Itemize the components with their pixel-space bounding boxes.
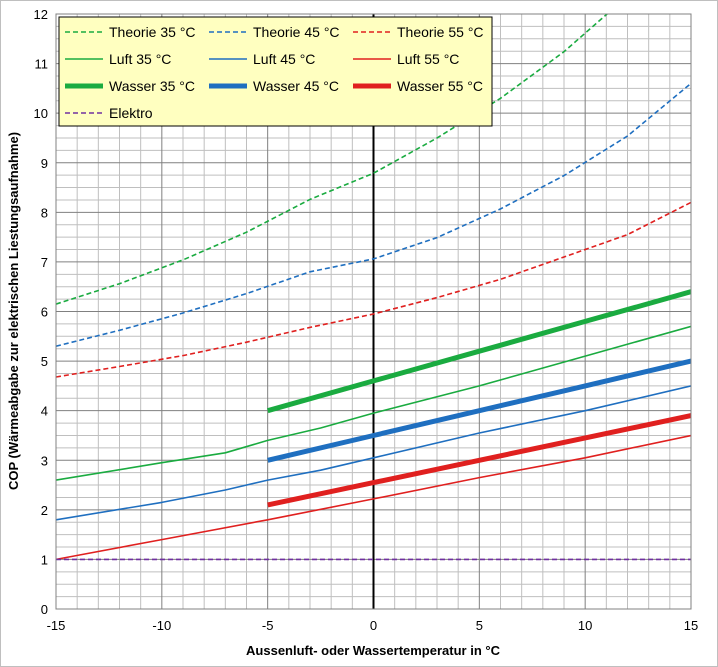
series-line-wasser-35-c: [267, 289, 691, 414]
y-tick-label: 12: [34, 7, 48, 22]
series-line-luft-35-c: [56, 325, 691, 481]
x-tick-labels: -15 -10 -5 0 5 10 15: [47, 618, 699, 633]
legend-label-luft-45-c: Luft 45 °C: [253, 51, 315, 67]
y-tick-label: 10: [34, 106, 48, 121]
legend-label-theorie-45-c: Theorie 45 °C: [253, 24, 340, 40]
series-line-theorie-45-c: [56, 82, 691, 347]
y-tick-label: 5: [41, 354, 48, 369]
legend-label-luft-35-c: Luft 35 °C: [109, 51, 171, 67]
x-tick-label: -5: [262, 618, 274, 633]
series-line-theorie-55-c: [56, 201, 691, 378]
y-tick-label: 3: [41, 453, 48, 468]
y-tick-label: 11: [35, 57, 49, 72]
x-tick-label: -15: [47, 618, 66, 633]
x-tick-label: 5: [476, 618, 483, 633]
y-tick-label: 9: [41, 156, 48, 171]
legend-label-luft-55-c: Luft 55 °C: [397, 51, 459, 67]
y-tick-label: 8: [41, 205, 48, 220]
series-layer: [56, 14, 691, 561]
y-tick-label: 1: [41, 552, 48, 567]
series-line-luft-45-c: [56, 385, 691, 521]
legend: Theorie 35 °C Theorie 45 °C Theorie 55 °C L…: [58, 16, 493, 127]
legend-label-wasser-35-c: Wasser 35 °C: [109, 78, 195, 94]
x-tick-label: 15: [684, 618, 698, 633]
y-axis-title: COP (Wärmeabgabe zur elektrischen Liestu…: [6, 132, 21, 490]
plot-area-border: [55, 13, 692, 610]
legend-label-theorie-35-c: Theorie 35 °C: [109, 24, 196, 40]
legend-box: [58, 16, 493, 127]
x-tick-label: -10: [152, 618, 171, 633]
series-line-wasser-45-c: [267, 358, 691, 463]
y-tick-label: 0: [41, 602, 48, 617]
legend-label-wasser-55-c: Wasser 55 °C: [397, 78, 483, 94]
y-tick-label: 6: [41, 305, 48, 320]
series-line-wasser-55-c: [267, 413, 691, 508]
y-tick-label: 2: [41, 503, 48, 518]
x-tick-label: 0: [370, 618, 377, 633]
series-line-luft-55-c: [56, 434, 691, 561]
legend-label-elektro: Elektro: [109, 105, 153, 121]
x-tick-label: 10: [578, 618, 592, 633]
y-tick-label: 4: [41, 404, 48, 419]
x-axis-title: Aussenluft- oder Wassertemperatur in °C: [246, 643, 501, 658]
legend-label-wasser-45-c: Wasser 45 °C: [253, 78, 339, 94]
y-tick-label: 7: [41, 255, 48, 270]
legend-label-theorie-55-c: Theorie 55 °C: [397, 24, 484, 40]
